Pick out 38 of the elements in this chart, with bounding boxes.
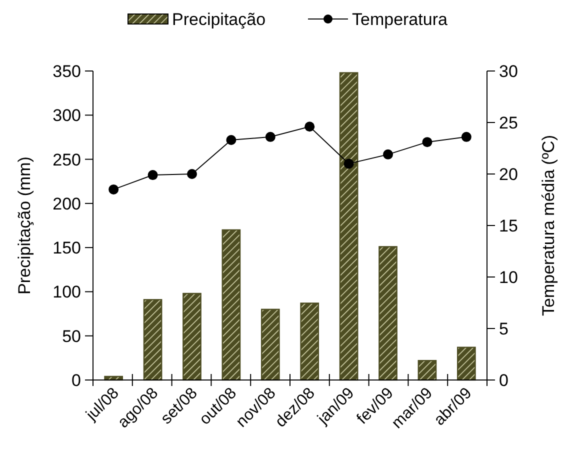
- point: [422, 137, 432, 148]
- y2-axis-title: Temperatura média (ºC): [539, 135, 558, 316]
- point: [148, 170, 158, 180]
- bar: [456, 346, 476, 381]
- point: [304, 122, 315, 132]
- y-tick-label: 50: [62, 326, 81, 346]
- y-tick-label: 350: [52, 62, 81, 81]
- bar: [260, 308, 280, 381]
- y-tick-label: 100: [52, 282, 81, 302]
- y2-tick-label: 30: [499, 62, 518, 81]
- y2-tick-label: 20: [499, 165, 518, 184]
- point: [108, 184, 119, 194]
- legend-label: Temperatura: [352, 10, 448, 29]
- bar: [378, 246, 398, 381]
- bar: [339, 72, 358, 381]
- point: [383, 149, 394, 160]
- point: [461, 132, 472, 142]
- point: [344, 158, 354, 169]
- bar: [143, 299, 162, 381]
- point: [226, 135, 236, 146]
- y2-tick-label: 25: [499, 114, 518, 132]
- y-tick-label: 0: [72, 371, 81, 390]
- bar: [300, 302, 320, 381]
- point: [265, 132, 276, 142]
- bar: [222, 229, 241, 381]
- bar: [418, 360, 437, 381]
- y2-tick-label: 10: [499, 268, 518, 287]
- point: [186, 169, 197, 179]
- y-tick-label: 200: [52, 194, 81, 214]
- y2-tick-label: 15: [499, 216, 518, 236]
- bar: [182, 292, 202, 381]
- y-axis-title: Precipitação (mm): [15, 156, 34, 294]
- legend-label: Precipitação: [172, 10, 266, 29]
- y-tick-label: 250: [52, 150, 81, 170]
- y2-tick-label: 0: [499, 371, 508, 390]
- y-tick-label: 300: [52, 106, 81, 126]
- y-tick-label: 150: [52, 238, 81, 258]
- y2-tick-label: 5: [499, 320, 508, 338]
